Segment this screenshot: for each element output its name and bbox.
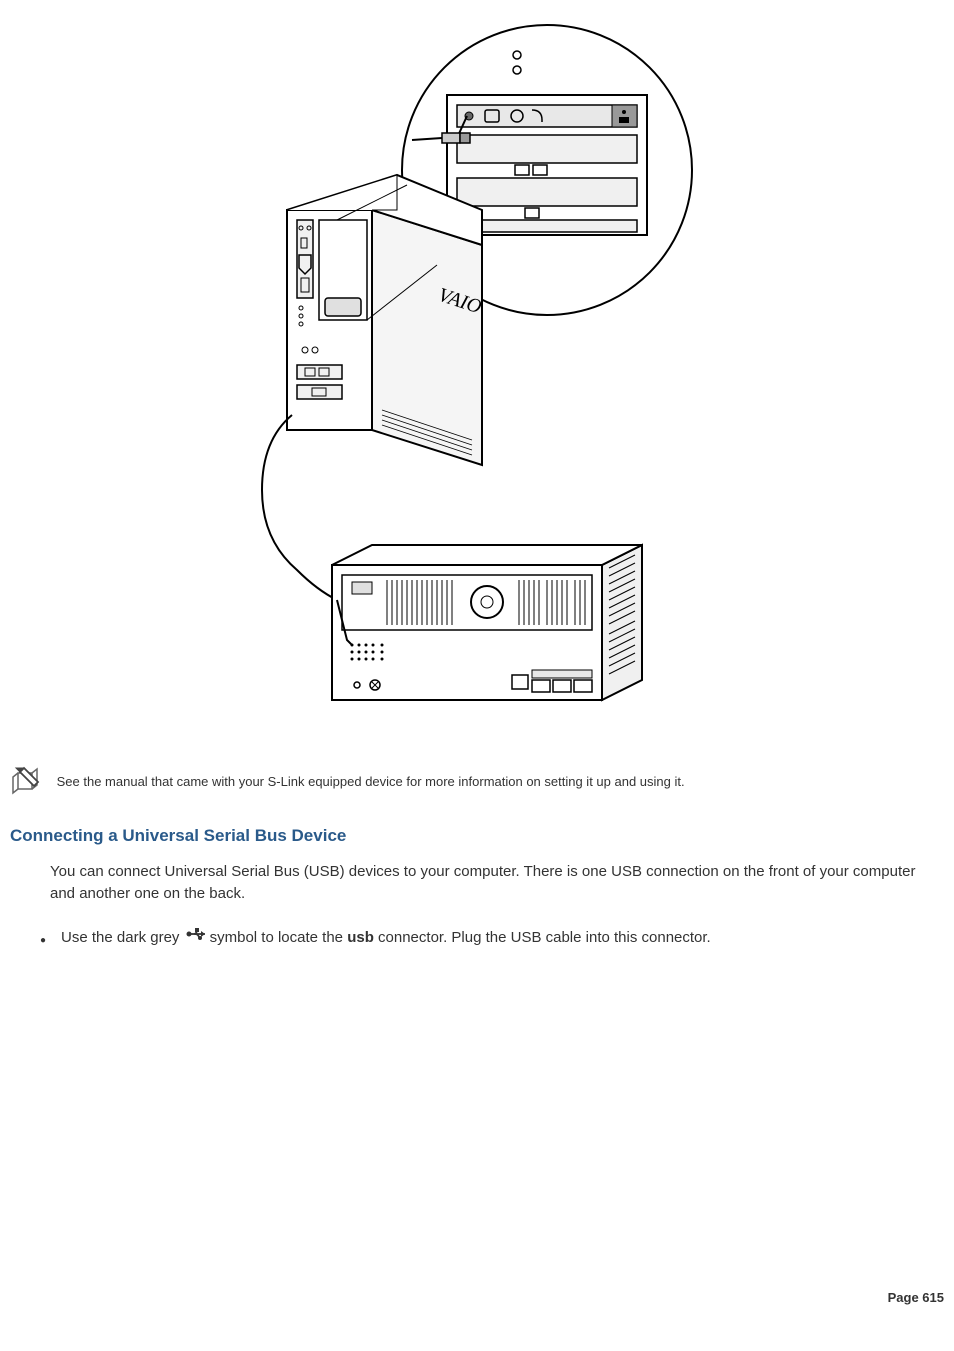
bullet-text-mid1: symbol to locate the (210, 929, 348, 946)
note-text: See the manual that came with your S-Lin… (57, 774, 685, 789)
page-footer: Page 615 (10, 1290, 944, 1305)
bullet-text-before: Use the dark grey (61, 929, 184, 946)
section-body-text: You can connect Universal Serial Bus (US… (50, 861, 944, 906)
section-heading-usb: Connecting a Universal Serial Bus Device (10, 826, 944, 846)
computer-tower-illustration: VAIO (287, 175, 484, 465)
av-receiver-illustration (332, 545, 642, 700)
bullet-text-after: connector. Plug the USB cable into this … (374, 929, 711, 946)
note-section: See the manual that came with your S-Lin… (10, 765, 944, 801)
connection-diagram: VAIO (10, 20, 944, 735)
bullet-bold-word: usb (347, 929, 374, 946)
slink-diagram-svg: VAIO (257, 20, 697, 730)
usb-trident-icon (186, 926, 208, 950)
instruction-list: ● Use the dark grey symbol to locate the… (40, 926, 944, 950)
bullet-marker: ● (40, 933, 46, 949)
list-item: ● Use the dark grey symbol to locate the… (40, 926, 944, 950)
note-pencil-icon (10, 765, 48, 801)
bullet-content: Use the dark grey symbol to locate the u… (61, 926, 944, 950)
